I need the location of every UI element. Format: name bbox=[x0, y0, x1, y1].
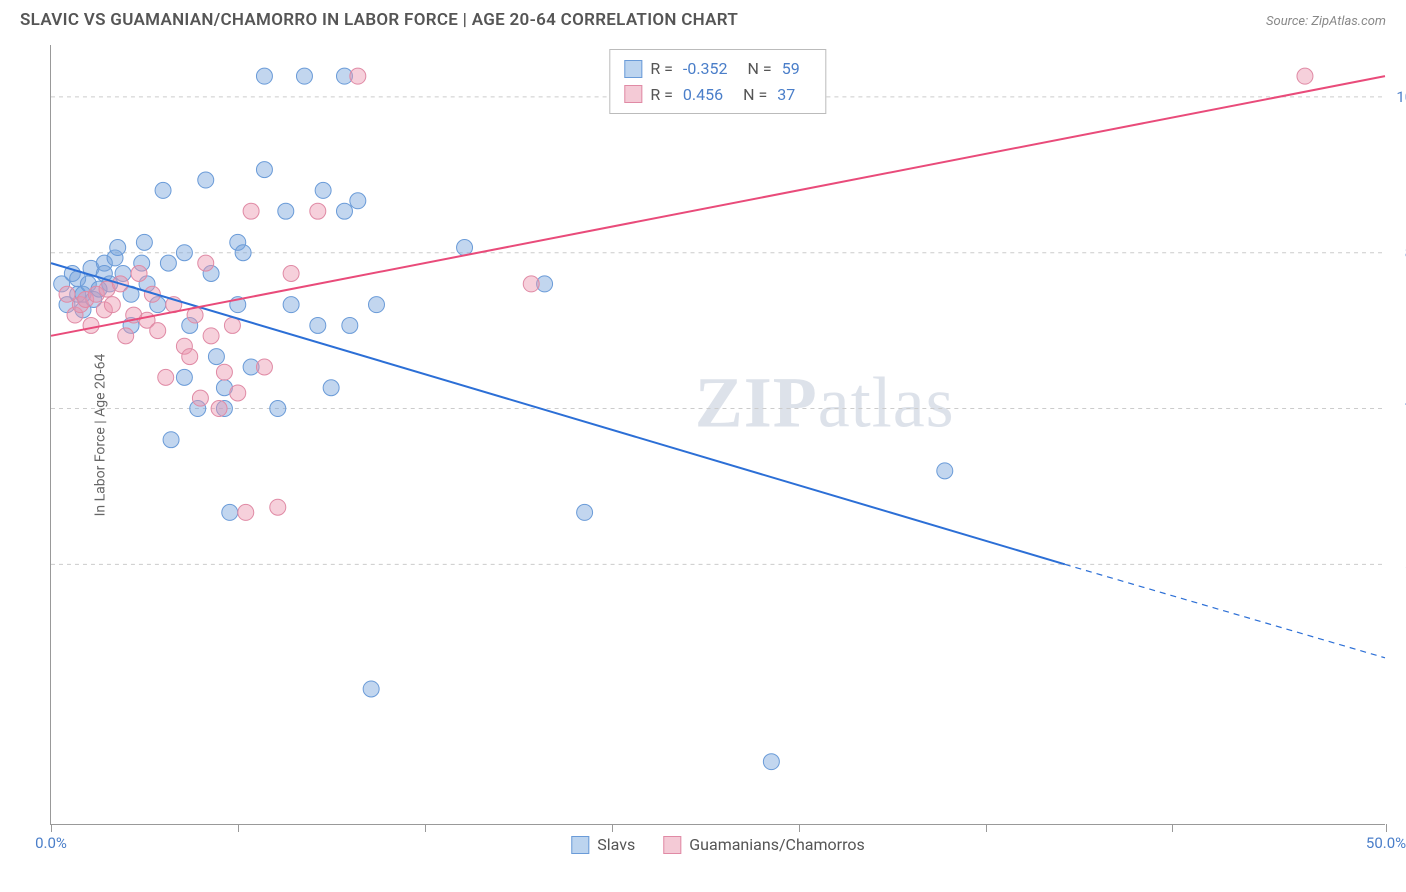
stats-row-guam: R =0.456 N =37 bbox=[624, 82, 811, 108]
scatter-point bbox=[131, 266, 147, 282]
n-value-slavs: 59 bbox=[782, 56, 800, 82]
scatter-point bbox=[1297, 68, 1313, 84]
legend-label-guam: Guamanians/Chamorros bbox=[689, 835, 864, 854]
chart-plot-area: In Labor Force | Age 20-64 ZIPatlas 0.0%… bbox=[50, 45, 1385, 825]
swatch-slavs bbox=[624, 60, 642, 78]
scatter-point bbox=[182, 349, 198, 365]
scatter-point bbox=[176, 369, 192, 385]
bottom-legend: Slavs Guamanians/Chamorros bbox=[571, 835, 864, 854]
scatter-point bbox=[235, 245, 251, 261]
scatter-point bbox=[198, 255, 214, 271]
scatter-point bbox=[211, 401, 227, 417]
scatter-point bbox=[176, 245, 192, 261]
scatter-point bbox=[523, 276, 539, 292]
scatter-point bbox=[110, 240, 126, 256]
scatter-point bbox=[270, 401, 286, 417]
scatter-point bbox=[163, 432, 179, 448]
scatter-point bbox=[577, 504, 593, 520]
legend-label-slavs: Slavs bbox=[597, 835, 635, 854]
scatter-point bbox=[310, 203, 326, 219]
y-tick-label: 100.0% bbox=[1396, 88, 1406, 106]
x-tick-label: 0.0% bbox=[35, 834, 67, 852]
chart-title: SLAVIC VS GUAMANIAN/CHAMORRO IN LABOR FO… bbox=[20, 10, 738, 30]
scatter-point bbox=[256, 359, 272, 375]
scatter-point bbox=[224, 317, 240, 333]
scatter-point bbox=[350, 193, 366, 209]
scatter-point bbox=[363, 681, 379, 697]
legend-swatch-slavs bbox=[571, 836, 589, 854]
scatter-point bbox=[192, 390, 208, 406]
scatter-point bbox=[369, 297, 385, 313]
scatter-point bbox=[155, 182, 171, 198]
scatter-point bbox=[350, 68, 366, 84]
scatter-point bbox=[310, 317, 326, 333]
r-value-guam: 0.456 bbox=[683, 82, 723, 108]
scatter-point bbox=[198, 172, 214, 188]
legend-item-guam: Guamanians/Chamorros bbox=[663, 835, 864, 854]
scatter-point bbox=[83, 317, 99, 333]
scatter-point bbox=[230, 385, 246, 401]
scatter-point bbox=[150, 323, 166, 339]
scatter-point bbox=[283, 297, 299, 313]
scatter-point bbox=[216, 364, 232, 380]
stats-row-slavs: R =-0.352 N =59 bbox=[624, 56, 811, 82]
n-value-guam: 37 bbox=[777, 82, 795, 108]
trend-line-extrapolated bbox=[1065, 564, 1385, 657]
scatter-point bbox=[222, 504, 238, 520]
scatter-point bbox=[342, 317, 358, 333]
scatter-point bbox=[270, 499, 286, 515]
scatter-point bbox=[315, 182, 331, 198]
legend-item-slavs: Slavs bbox=[571, 835, 635, 854]
scatter-point bbox=[203, 328, 219, 344]
scatter-point bbox=[208, 349, 224, 365]
scatter-point bbox=[158, 369, 174, 385]
scatter-point bbox=[256, 68, 272, 84]
scatter-point bbox=[104, 297, 120, 313]
scatter-point bbox=[118, 328, 134, 344]
correlation-stats-box: R =-0.352 N =59 R =0.456 N =37 bbox=[609, 49, 826, 114]
scatter-point bbox=[238, 504, 254, 520]
scatter-point bbox=[296, 68, 312, 84]
scatter-point bbox=[336, 203, 352, 219]
scatter-point bbox=[323, 380, 339, 396]
r-value-slavs: -0.352 bbox=[683, 56, 728, 82]
scatter-point bbox=[160, 255, 176, 271]
scatter-point bbox=[937, 463, 953, 479]
scatter-point bbox=[136, 234, 152, 250]
source-label: Source: ZipAtlas.com bbox=[1266, 14, 1386, 29]
legend-swatch-guam bbox=[663, 836, 681, 854]
x-tick-label: 50.0% bbox=[1366, 834, 1406, 852]
scatter-point bbox=[457, 240, 473, 256]
scatter-svg bbox=[51, 45, 1385, 824]
scatter-point bbox=[256, 162, 272, 178]
scatter-point bbox=[243, 203, 259, 219]
scatter-point bbox=[763, 754, 779, 770]
scatter-point bbox=[283, 266, 299, 282]
scatter-point bbox=[278, 203, 294, 219]
scatter-point bbox=[59, 286, 75, 302]
swatch-guam bbox=[624, 85, 642, 103]
